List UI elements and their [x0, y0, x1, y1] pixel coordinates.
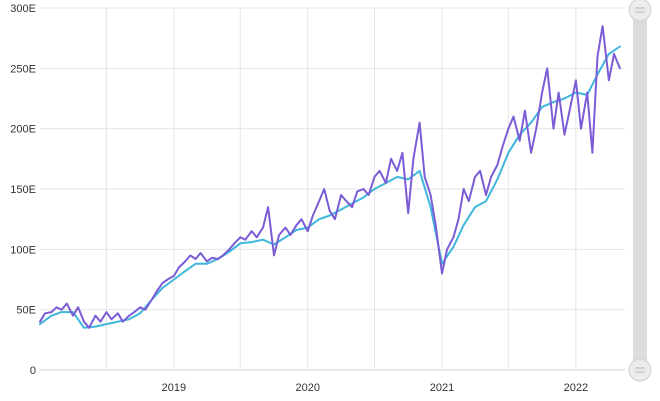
series-line-2	[39, 45, 621, 329]
y-tick-label: 0	[30, 365, 36, 377]
x-tick-label: 2022	[564, 382, 588, 394]
axes: 0 50E 100E 150E 200E 250E 300E 2019 2020 2021 2022	[10, 3, 588, 394]
scrollbar-track[interactable]	[633, 10, 647, 370]
x-tick-label: 2020	[296, 382, 320, 394]
y-tick-label: 250E	[10, 63, 36, 75]
scroll-handle-bottom[interactable]	[628, 358, 652, 382]
y-tick-label: 150E	[10, 184, 36, 196]
scroll-handle-top[interactable]	[628, 0, 652, 22]
y-tick-label: 50E	[16, 305, 36, 317]
y-tick-label: 300E	[10, 3, 36, 15]
x-tick-label: 2019	[162, 382, 186, 394]
series-lines	[39, 25, 621, 329]
y-tick-label: 200E	[10, 124, 36, 136]
y-tick-label: 100E	[10, 244, 36, 256]
x-tick-label: 2021	[430, 382, 454, 394]
navigator-scrollbar[interactable]	[628, 0, 652, 382]
grid	[40, 7, 625, 371]
series-line-1	[39, 25, 621, 329]
